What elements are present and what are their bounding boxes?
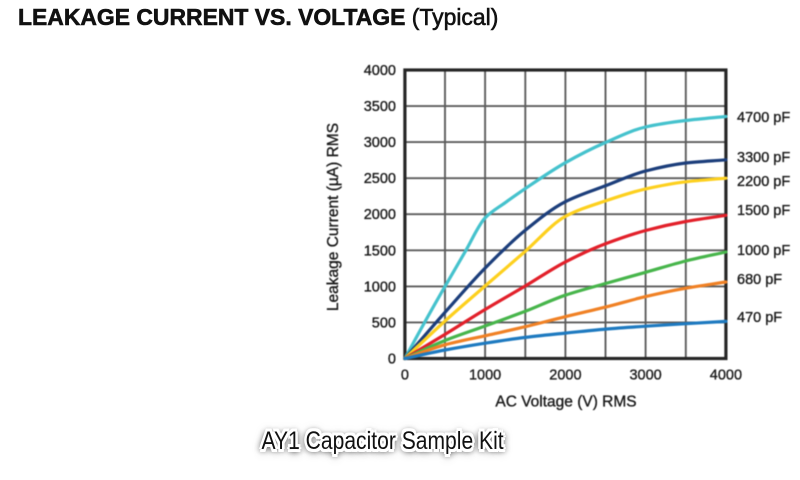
svg-text:2200 pF: 2200 pF (737, 174, 790, 190)
svg-text:3500: 3500 (364, 99, 396, 115)
svg-text:680 pF: 680 pF (737, 272, 782, 288)
svg-text:0: 0 (401, 368, 409, 384)
svg-text:1000: 1000 (469, 368, 501, 384)
svg-text:2000: 2000 (549, 368, 581, 384)
svg-text:0: 0 (388, 352, 396, 368)
svg-text:2000: 2000 (364, 207, 396, 223)
svg-text:500: 500 (372, 315, 396, 331)
svg-text:AC Voltage (V) RMS: AC Voltage (V) RMS (495, 394, 636, 411)
svg-text:4000: 4000 (364, 63, 396, 79)
svg-text:1500: 1500 (364, 243, 396, 259)
svg-text:2500: 2500 (364, 171, 396, 187)
svg-text:470 pF: 470 pF (737, 310, 782, 326)
svg-text:4000: 4000 (710, 368, 742, 384)
svg-text:4700 pF: 4700 pF (737, 110, 790, 126)
svg-text:3000: 3000 (364, 135, 396, 151)
svg-text:3300 pF: 3300 pF (737, 150, 790, 166)
svg-text:1000 pF: 1000 pF (737, 243, 790, 259)
svg-text:3000: 3000 (629, 368, 661, 384)
svg-text:Leakage Current (µA) RMS: Leakage Current (µA) RMS (325, 123, 342, 311)
svg-text:1500 pF: 1500 pF (737, 203, 790, 219)
svg-text:1000: 1000 (364, 279, 396, 295)
